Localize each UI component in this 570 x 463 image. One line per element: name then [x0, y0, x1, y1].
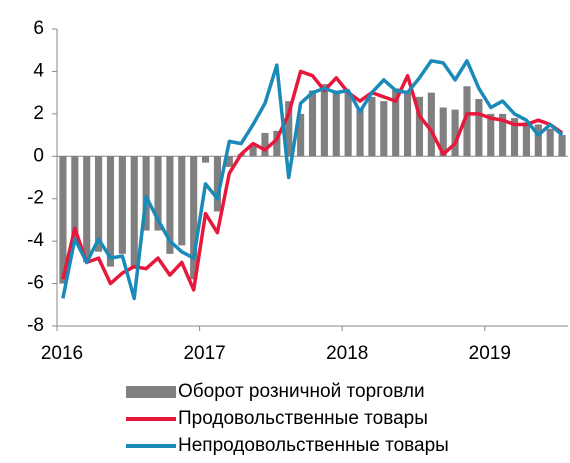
y-tick-label: 0	[33, 145, 44, 166]
legend-label: Продовольственные товары	[178, 408, 428, 429]
bar	[356, 109, 364, 157]
bar	[95, 156, 103, 252]
x-tick-label: 2019	[469, 343, 511, 364]
y-tick-label: 4	[33, 60, 44, 81]
bar	[59, 156, 67, 284]
x-tick-label: 2016	[41, 343, 83, 364]
bar	[558, 135, 566, 157]
legend-label: Непродовольственные товары	[178, 435, 449, 456]
bar	[130, 156, 138, 269]
y-tick-label: -8	[27, 315, 44, 336]
y-tick-label: -6	[27, 273, 44, 294]
bar	[118, 156, 126, 254]
bar	[273, 130, 281, 157]
bar	[213, 156, 221, 212]
bar	[178, 156, 186, 246]
bar	[142, 156, 150, 231]
bar	[463, 86, 471, 157]
bar	[249, 145, 257, 157]
bar	[332, 90, 340, 157]
bar	[166, 156, 174, 254]
bar	[475, 99, 483, 157]
bar	[415, 96, 424, 157]
bar	[534, 124, 542, 157]
bar	[499, 113, 507, 157]
bar	[83, 156, 91, 263]
bar	[546, 128, 554, 157]
x-tick-label: 2017	[183, 343, 225, 364]
bar	[308, 90, 317, 157]
legend-key	[126, 386, 176, 398]
legend-label: Оборот розничной торговли	[178, 381, 425, 402]
bar	[297, 113, 305, 157]
bar	[392, 88, 400, 157]
bar	[261, 132, 269, 157]
y-tick-label: -4	[27, 230, 44, 251]
y-tick-label: 2	[33, 103, 44, 124]
line	[61, 59, 564, 301]
bar	[71, 156, 79, 242]
bar	[451, 109, 459, 157]
bar	[344, 92, 352, 157]
bar	[225, 156, 233, 167]
bar	[404, 92, 412, 157]
bar	[285, 101, 293, 157]
y-tick-label: 6	[33, 18, 44, 39]
bar	[439, 107, 447, 157]
bar	[487, 113, 495, 157]
line	[61, 69, 564, 292]
bar	[380, 101, 388, 157]
x-tick-label: 2018	[326, 343, 368, 364]
bar	[190, 156, 198, 280]
bar	[320, 84, 328, 157]
bar	[510, 118, 519, 157]
bar	[106, 156, 115, 267]
bar	[201, 156, 210, 163]
bar	[522, 122, 530, 157]
bar	[427, 92, 435, 157]
y-tick-label: -2	[27, 188, 44, 209]
bar	[154, 156, 162, 231]
bar	[368, 96, 376, 157]
